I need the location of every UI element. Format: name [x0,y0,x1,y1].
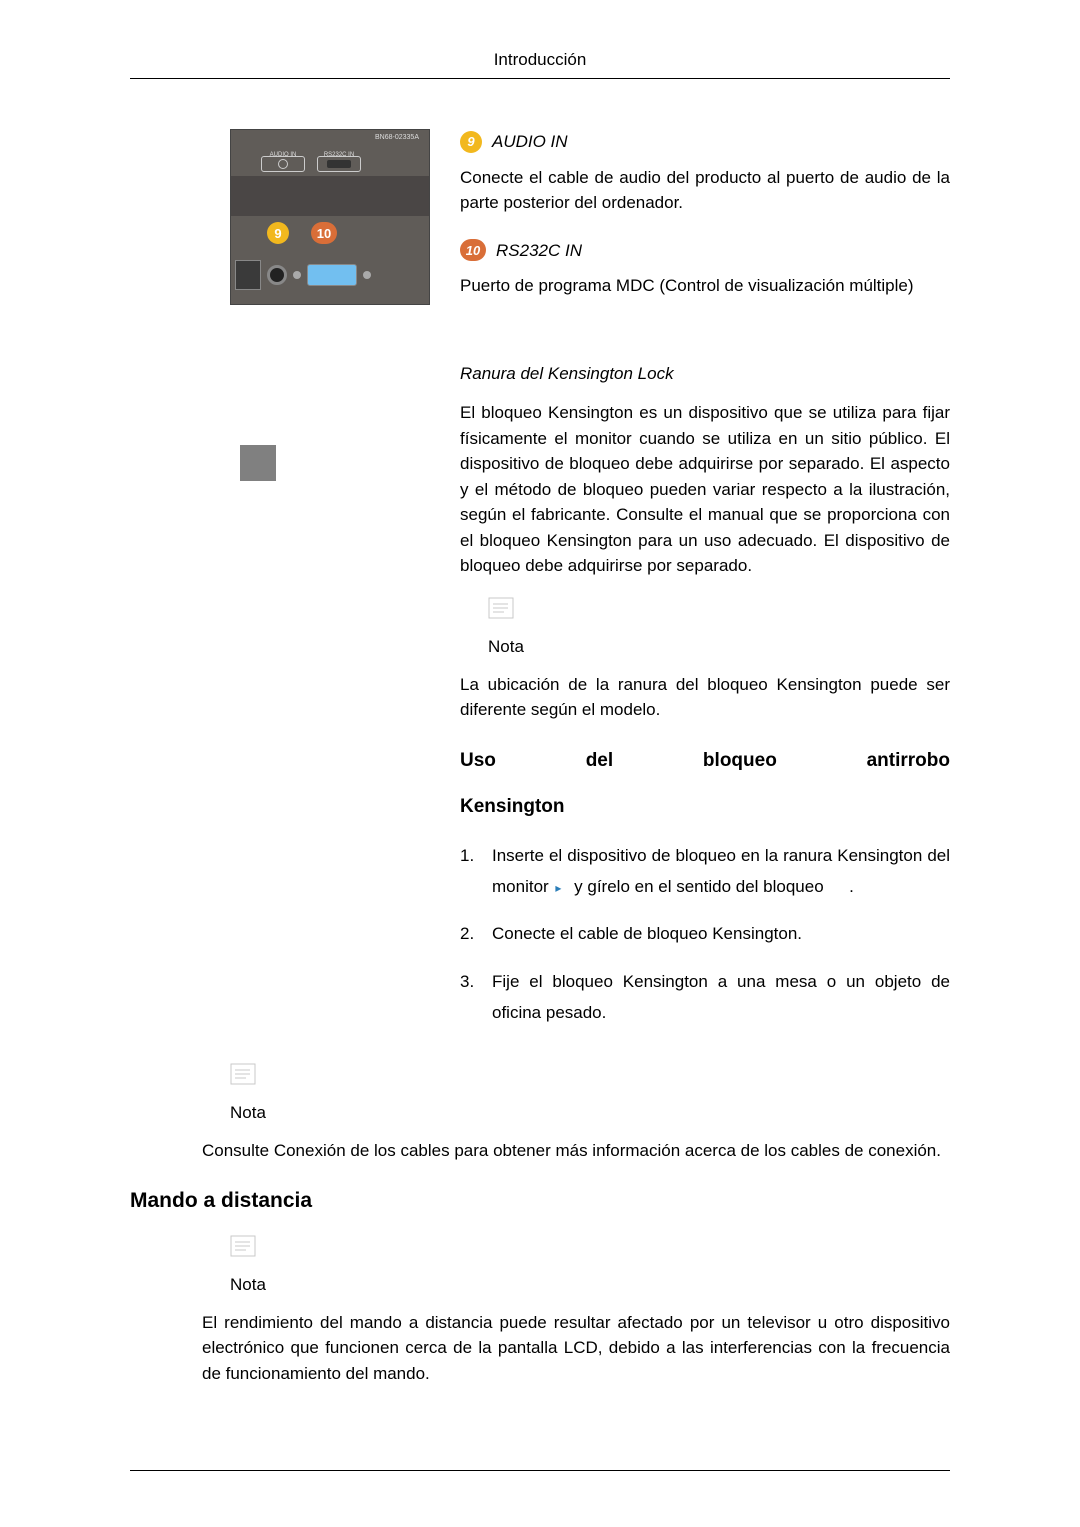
grey-placeholder-square [240,445,276,481]
rs232c-heading: 10 RS232C IN [460,238,950,264]
rs232c-title: RS232C IN [496,238,582,264]
note-icon [230,1235,950,1265]
audio-in-heading: 9 AUDIO IN [460,129,950,155]
badge-10-icon: 10 [460,239,486,261]
page-header-title: Introducción [130,50,950,79]
note-paper-icon [230,1235,256,1257]
usage-heading-line2: Kensington [460,793,950,822]
note-paper-icon [230,1063,256,1085]
kensington-note-body: La ubicación de la ranura del bloqueo Ke… [460,672,950,723]
port-diagram-top: BN68-02335A AUDIO IN RS232C IN [231,130,429,176]
audio-jack-icon [267,265,287,285]
usage-heading-line1: Uso del bloqueo antirrobo [460,747,950,776]
badge-9-icon: 9 [267,222,289,244]
dot-icon [293,271,301,279]
usage-step-2: Conecte el cable de bloqueo Kensington. [460,918,950,949]
rs232-port-icon [317,156,361,172]
serial-number-label: BN68-02335A [375,134,419,141]
step1-post: . [849,877,854,896]
kensington-slot-heading: Ranura del Kensington Lock [460,361,950,387]
audio-in-body: Conecte el cable de audio del producto a… [460,165,950,216]
two-column-layout: BN68-02335A AUDIO IN RS232C IN 9 10 [130,129,950,1045]
dot-icon [363,271,371,279]
serial-connector-icon [307,264,357,286]
connector-chip-icon [235,260,261,290]
note-icon [230,1063,950,1093]
step1-mid: y gírelo en el sentido del bloqueo [574,877,828,896]
note-label: Nota [488,634,950,660]
usage-step-1: Inserte el dispositivo de bloqueo en la … [460,840,950,903]
left-column: BN68-02335A AUDIO IN RS232C IN 9 10 [130,129,430,1045]
remote-note-body: El rendimiento del mando a distancia pue… [202,1310,950,1387]
usage-steps-list: Inserte el dispositivo de bloqueo en la … [460,840,950,1029]
cables-note-body: Consulte Conexión de los cables para obt… [202,1138,950,1164]
port-diagram-mid [231,176,429,216]
port-diagram: BN68-02335A AUDIO IN RS232C IN 9 10 [230,129,430,305]
right-column: 9 AUDIO IN Conecte el cable de audio del… [460,129,950,1045]
port-diagram-bottom: 9 10 [231,216,429,304]
note-paper-icon [488,597,514,619]
blank-icon [828,880,844,892]
note-label: Nota [230,1272,950,1298]
kensington-slot-body: El bloqueo Kensington es un dispositivo … [460,400,950,579]
note-icon [488,597,950,627]
badge-9-icon: 9 [460,131,482,153]
usage-step-3: Fije el bloqueo Kensington a una mesa o … [460,966,950,1029]
full-width-section: Nota Consulte Conexión de los cables par… [130,1063,950,1387]
remote-control-heading: Mando a distancia [130,1185,950,1217]
audio-in-title: AUDIO IN [492,129,568,155]
badge-10-icon: 10 [311,222,337,244]
rs232c-body: Puerto de programa MDC (Control de visua… [460,273,950,299]
note-label: Nota [230,1100,950,1126]
audio-port-icon [261,156,305,172]
footer-rule [130,1470,950,1471]
page: Introducción BN68-02335A AUDIO IN RS232C… [0,0,1080,1527]
arrow-icon [553,880,569,892]
